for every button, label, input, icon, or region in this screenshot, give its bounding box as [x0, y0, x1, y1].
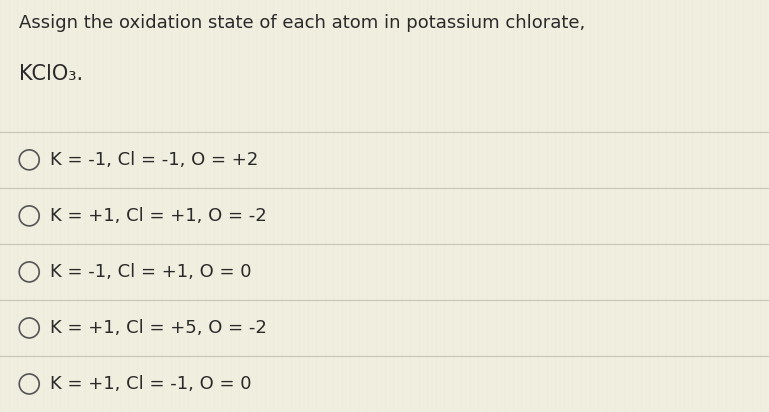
- Text: K = -1, Cl = +1, O = 0: K = -1, Cl = +1, O = 0: [50, 263, 251, 281]
- Text: K = +1, Cl = +5, O = -2: K = +1, Cl = +5, O = -2: [50, 319, 267, 337]
- Text: KClO₃.: KClO₃.: [19, 64, 83, 84]
- Text: K = +1, Cl = +1, O = -2: K = +1, Cl = +1, O = -2: [50, 207, 267, 225]
- Text: K = -1, Cl = -1, O = +2: K = -1, Cl = -1, O = +2: [50, 151, 258, 169]
- Text: K = +1, Cl = -1, O = 0: K = +1, Cl = -1, O = 0: [50, 375, 251, 393]
- Text: Assign the oxidation state of each atom in potassium chlorate,: Assign the oxidation state of each atom …: [19, 14, 585, 33]
